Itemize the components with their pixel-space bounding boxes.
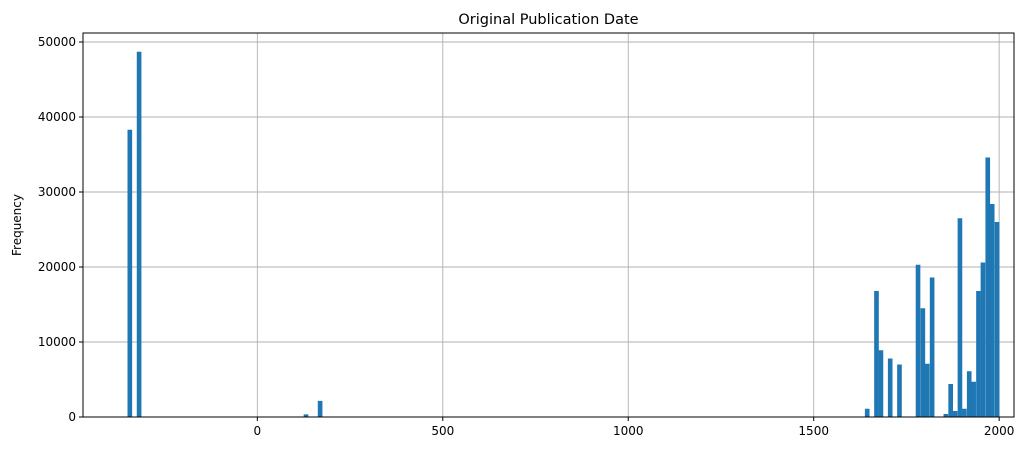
y-tick-label: 20000 (38, 260, 76, 274)
y-tick-label: 40000 (38, 110, 76, 124)
histogram-bar (127, 129, 133, 417)
histogram-bar (966, 371, 972, 417)
chart-title: Original Publication Date (458, 12, 638, 28)
histogram-bar (317, 400, 323, 417)
histogram-bar (864, 408, 870, 417)
histogram-bar (943, 414, 949, 417)
histogram-bar (920, 308, 926, 417)
histogram-bar (915, 264, 921, 417)
histogram-bar (980, 262, 986, 417)
histogram-bar (971, 381, 976, 417)
x-axis-ticks: 0 500 1000 1500 2000 (254, 417, 1015, 438)
histogram-bar (924, 363, 930, 417)
bars (127, 51, 1000, 417)
histogram-bar (957, 218, 963, 417)
x-tick-label: 500 (431, 424, 454, 438)
y-tick-label: 50000 (38, 35, 76, 49)
histogram-bar (897, 364, 902, 417)
y-axis-ticks: 0 10000 20000 30000 40000 50000 (38, 35, 83, 424)
histogram-bar (989, 204, 995, 417)
x-tick-label: 0 (254, 424, 262, 438)
histogram-bar (887, 358, 893, 417)
histogram-bar (962, 408, 967, 417)
y-tick-label: 30000 (38, 185, 76, 199)
plot-frame (82, 32, 1015, 418)
y-tick-label: 10000 (38, 335, 76, 349)
histogram-bar (952, 411, 958, 417)
x-tick-label: 1000 (613, 424, 644, 438)
x-tick-label: 2000 (984, 424, 1015, 438)
histogram-bar (994, 222, 1000, 417)
histogram-bar (303, 414, 309, 417)
histogram-bar (136, 51, 142, 417)
y-axis-title: Frequency (10, 194, 24, 256)
histogram-bar (874, 291, 879, 417)
x-tick-label: 1500 (798, 424, 829, 438)
y-tick-label: 0 (68, 410, 76, 424)
histogram-bar (976, 291, 981, 417)
histogram-bar (878, 350, 884, 417)
histogram-bar (948, 384, 953, 417)
histogram-bar (985, 157, 991, 417)
histogram-bar (929, 277, 935, 417)
